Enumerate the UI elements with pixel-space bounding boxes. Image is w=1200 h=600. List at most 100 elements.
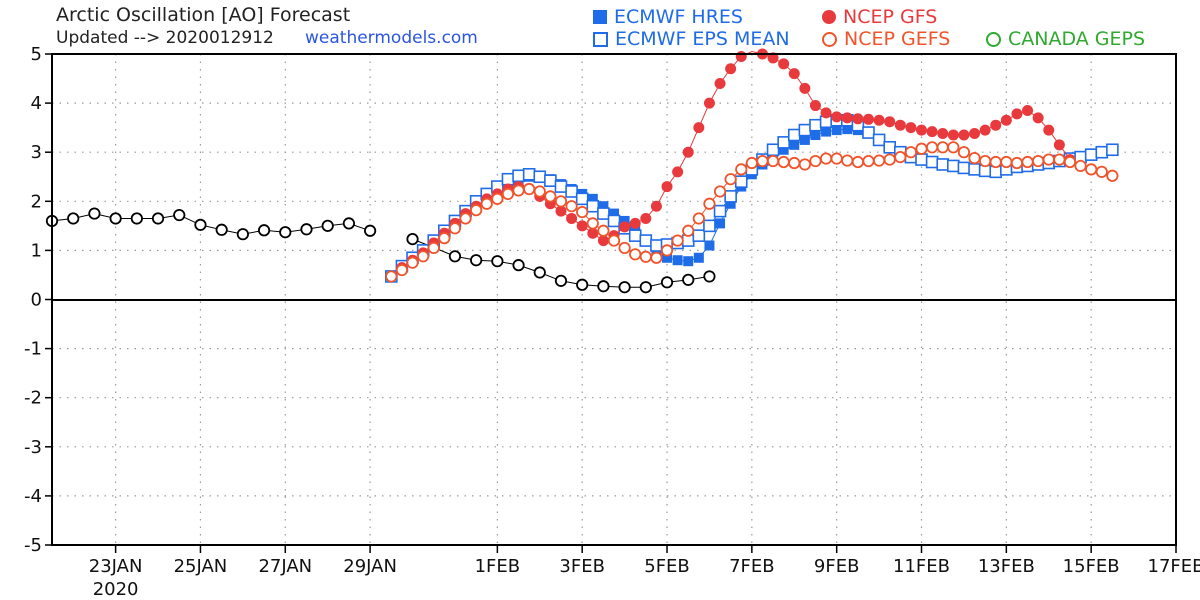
data-point [989, 155, 1002, 169]
legend-ecmwf-hres: ECMWF HRES [593, 6, 743, 28]
x-tick-label: 1FEB [475, 556, 521, 577]
data-point [597, 235, 609, 247]
data-point [947, 159, 960, 173]
data-point [692, 229, 706, 242]
y-tick-label: 2 [31, 191, 42, 212]
data-point [597, 207, 610, 220]
legend-ecmwf-eps: ECMWF EPS MEAN [593, 28, 790, 50]
data-point [703, 270, 716, 283]
data-point [1085, 163, 1098, 176]
data-point [692, 212, 705, 225]
data-point [640, 212, 652, 224]
data-point [841, 112, 853, 124]
data-point [544, 190, 557, 203]
data-point [672, 255, 683, 266]
data-point [1053, 153, 1066, 166]
data-point [809, 118, 822, 132]
data-point [735, 50, 747, 62]
data-point [682, 273, 695, 286]
x-tick-label: 27JAN [258, 556, 312, 577]
legend-canada-geps: CANADA GEPS [986, 28, 1145, 50]
data-point [554, 274, 568, 287]
data-point [1000, 114, 1012, 126]
data-point [958, 129, 970, 141]
data-point [1010, 156, 1024, 170]
data-point [587, 227, 599, 239]
data-point [798, 158, 811, 171]
data-point [872, 133, 886, 147]
data-point [947, 141, 960, 154]
data-point [1042, 153, 1055, 166]
data-point [682, 146, 694, 158]
site-link[interactable]: weathermodels.com [305, 28, 478, 48]
data-point [777, 136, 790, 149]
data-point [1106, 169, 1119, 182]
data-point [639, 250, 652, 263]
x-tick-label: 29JAN [343, 556, 397, 577]
y-tick-label: -3 [24, 437, 42, 458]
data-point [767, 52, 779, 64]
data-point [554, 195, 568, 208]
data-point [1084, 148, 1098, 161]
data-point [725, 198, 736, 209]
data-point [491, 192, 504, 205]
data-point [714, 77, 726, 89]
data-point [522, 167, 536, 181]
data-point [544, 174, 557, 187]
data-point [586, 199, 600, 213]
y-tick-label: 4 [31, 93, 42, 114]
data-point [650, 200, 662, 212]
series-line [51, 213, 371, 235]
data-point [766, 154, 780, 168]
x-tick-label: 7FEB [729, 556, 775, 577]
open-square-icon [593, 31, 608, 47]
data-point [724, 173, 737, 186]
data-point [628, 229, 642, 242]
data-point [819, 152, 833, 165]
data-point [1022, 104, 1034, 116]
data-point [565, 200, 578, 213]
data-point [67, 212, 80, 225]
data-point [915, 142, 928, 155]
data-point [894, 151, 907, 164]
data-point [778, 144, 789, 155]
data-point [957, 146, 971, 159]
data-point [756, 154, 769, 168]
data-point [619, 215, 630, 226]
data-point [745, 156, 758, 170]
data-point [842, 124, 853, 135]
data-point [629, 217, 641, 229]
data-point [1063, 155, 1077, 169]
data-point [598, 201, 609, 212]
data-point [1032, 154, 1045, 168]
data-point [385, 270, 398, 283]
x-tick-label: 11FEB [893, 556, 950, 577]
data-point [766, 143, 780, 157]
data-point [1011, 108, 1023, 120]
x-tick-label: 23JAN [89, 556, 143, 577]
data-point [894, 119, 906, 131]
data-point [194, 218, 207, 231]
data-point [683, 256, 694, 267]
data-point [364, 224, 377, 237]
legend-label: ECMWF HRES [614, 6, 743, 28]
data-point [342, 217, 356, 230]
data-point [734, 175, 748, 188]
data-point [1095, 165, 1108, 178]
data-point [512, 184, 525, 197]
data-point [852, 113, 864, 125]
data-point [427, 241, 440, 255]
y-tick-label: 5 [31, 44, 42, 65]
series-layer [45, 48, 1119, 294]
data-point [660, 276, 674, 289]
data-point [788, 156, 801, 170]
data-point [979, 154, 992, 168]
data-point [448, 250, 462, 263]
data-point [703, 197, 716, 210]
data-point [873, 114, 885, 126]
data-point [576, 206, 589, 219]
data-point [704, 240, 715, 251]
data-point [555, 205, 567, 217]
data-point [395, 263, 409, 277]
data-point [448, 222, 462, 235]
